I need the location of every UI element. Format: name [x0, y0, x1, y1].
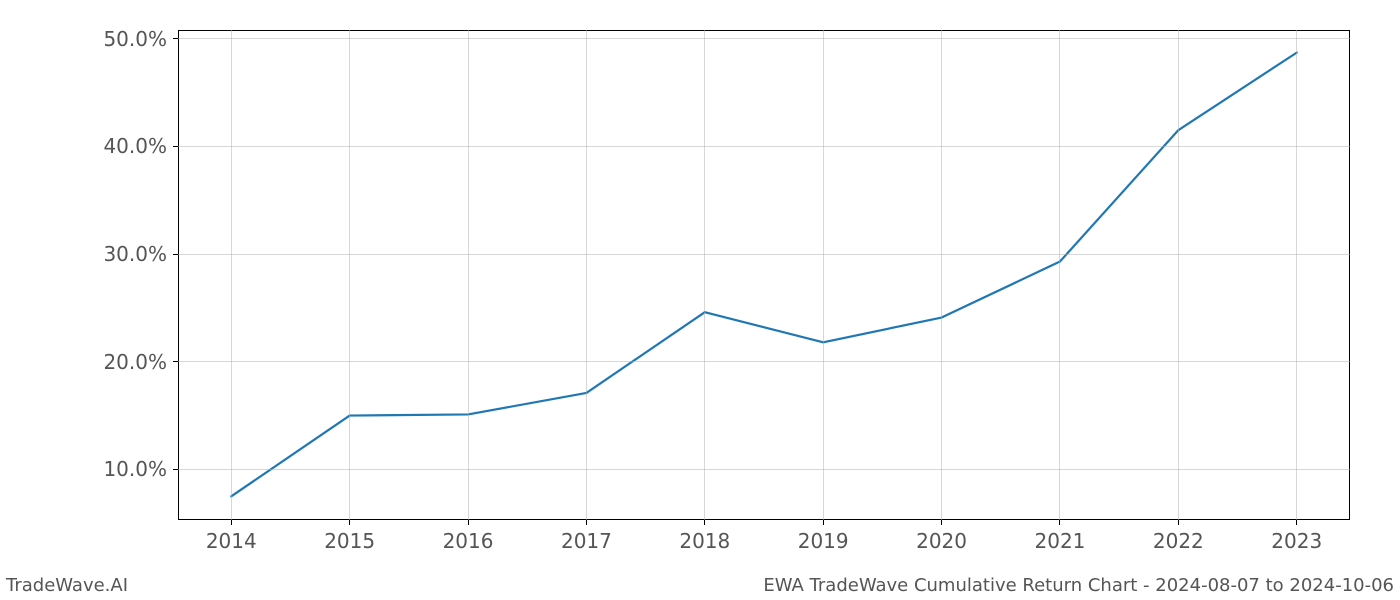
x-tick-mark [1178, 520, 1179, 525]
axis-spine [178, 30, 1350, 31]
chart-container: TradeWave.AI EWA TradeWave Cumulative Re… [0, 0, 1400, 600]
line-series [178, 30, 1350, 520]
x-gridline [704, 30, 705, 520]
x-tick-label: 2023 [1271, 529, 1322, 553]
axis-spine [178, 30, 179, 520]
x-gridline [1178, 30, 1179, 520]
footer-right-label: EWA TradeWave Cumulative Return Chart - … [763, 575, 1394, 596]
y-tick-mark [173, 361, 178, 362]
x-tick-mark [941, 520, 942, 525]
x-gridline [1059, 30, 1060, 520]
x-tick-label: 2021 [1035, 529, 1086, 553]
y-tick-label: 20.0% [103, 350, 167, 374]
x-tick-mark [823, 520, 824, 525]
x-tick-label: 2022 [1153, 529, 1204, 553]
x-tick-label: 2018 [679, 529, 730, 553]
x-gridline [586, 30, 587, 520]
x-tick-mark [349, 520, 350, 525]
x-tick-mark [704, 520, 705, 525]
y-gridline [178, 469, 1350, 470]
x-tick-label: 2019 [798, 529, 849, 553]
x-tick-label: 2014 [206, 529, 257, 553]
y-tick-mark [173, 469, 178, 470]
x-tick-mark [1059, 520, 1060, 525]
footer-left-label: TradeWave.AI [6, 575, 128, 596]
x-tick-mark [231, 520, 232, 525]
axis-spine [1349, 30, 1350, 520]
x-tick-label: 2016 [443, 529, 494, 553]
y-tick-mark [173, 38, 178, 39]
x-tick-mark [468, 520, 469, 525]
x-tick-label: 2015 [324, 529, 375, 553]
y-tick-mark [173, 146, 178, 147]
x-gridline [468, 30, 469, 520]
y-tick-label: 40.0% [103, 134, 167, 158]
y-tick-mark [173, 254, 178, 255]
y-tick-label: 30.0% [103, 242, 167, 266]
x-gridline [1296, 30, 1297, 520]
axis-spine [178, 519, 1350, 520]
y-gridline [178, 361, 1350, 362]
y-tick-label: 10.0% [103, 457, 167, 481]
x-tick-mark [586, 520, 587, 525]
x-gridline [823, 30, 824, 520]
y-gridline [178, 38, 1350, 39]
y-tick-label: 50.0% [103, 27, 167, 51]
x-tick-label: 2017 [561, 529, 612, 553]
y-gridline [178, 146, 1350, 147]
y-gridline [178, 254, 1350, 255]
x-gridline [349, 30, 350, 520]
x-tick-mark [1296, 520, 1297, 525]
x-gridline [941, 30, 942, 520]
x-gridline [231, 30, 232, 520]
x-tick-label: 2020 [916, 529, 967, 553]
